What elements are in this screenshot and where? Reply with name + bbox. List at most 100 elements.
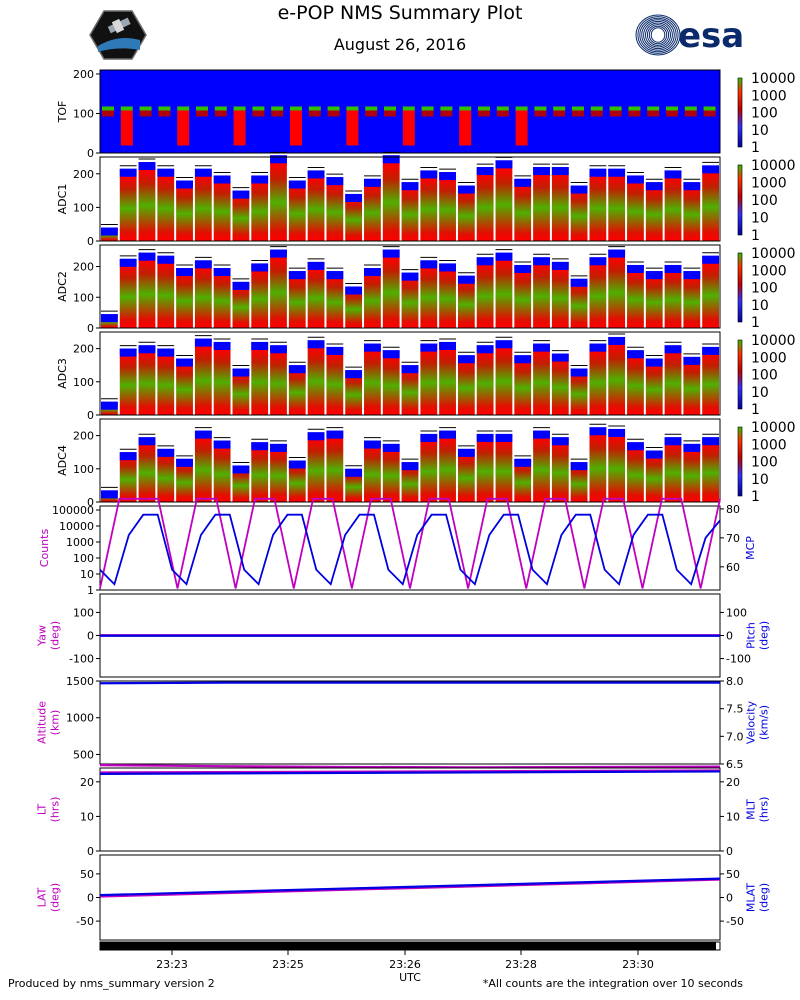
spectrogram-column-cap — [533, 343, 550, 352]
adc-y-tick-label: 200 — [73, 343, 94, 356]
spectrogram-column-cap — [627, 264, 644, 273]
spectrogram-column — [251, 175, 269, 241]
spectrogram-column — [288, 460, 306, 502]
counts-y-tick-label: 1000 — [66, 536, 94, 549]
spectrogram-column — [288, 180, 306, 241]
adc-panel-frame — [99, 331, 721, 416]
spectrogram-column — [288, 271, 306, 328]
spectrogram-column — [251, 341, 269, 415]
colorbar-tick-label: 10000 — [751, 246, 796, 262]
spectrogram-column-cap — [157, 448, 175, 457]
spectrogram-column — [176, 358, 193, 415]
spectrogram-column-cap — [194, 338, 212, 347]
spectrogram-column-cap — [608, 428, 626, 437]
counts-y-axis-label: Counts — [38, 529, 51, 568]
spectrogram-column — [589, 168, 607, 241]
spectrogram-column-cap — [702, 346, 719, 355]
tof-red-band — [703, 110, 716, 117]
spectrogram-column-cap — [138, 252, 156, 261]
tof-red-band — [515, 110, 528, 146]
spectrogram-column — [232, 190, 250, 241]
tof-red-band — [402, 110, 415, 146]
tof-red-band — [271, 110, 284, 117]
spectrogram-column-cap — [420, 170, 438, 179]
tof-red-band — [459, 110, 472, 146]
spectrogram-column-cap — [570, 278, 588, 287]
spectrogram-column-cap — [101, 401, 118, 410]
spectrogram-column — [213, 175, 231, 241]
spectrogram-column-cap — [176, 458, 193, 467]
spectrogram-column-cap — [570, 185, 588, 194]
line-panel-frame — [99, 854, 721, 941]
tof-red-band — [102, 110, 114, 117]
spectrogram-column-cap — [589, 257, 607, 266]
spectrogram-column — [570, 462, 588, 502]
page-title: e-POP NMS Summary Plot — [277, 2, 523, 24]
spectrogram-column-cap — [495, 340, 513, 349]
colorbar-tick-label: 1 — [751, 489, 760, 505]
counts-y-tick-label: 10 — [80, 568, 94, 581]
mcp-y-axis-label: MCP — [744, 536, 757, 560]
spectrogram-column — [138, 252, 156, 328]
spectrogram-column-cap — [551, 353, 569, 362]
spectrogram-column — [439, 172, 456, 241]
counts-y-tick-label: 1 — [87, 584, 94, 597]
colorbar — [737, 164, 743, 236]
spectrogram-column-cap — [457, 355, 475, 364]
spectrogram-column-cap — [326, 430, 344, 439]
tof-green-band — [515, 106, 528, 111]
counts-y-tick-label: 100000 — [52, 504, 94, 517]
spectrogram-column-cap — [232, 465, 250, 474]
left-y-tick-label: -50 — [76, 915, 94, 928]
colorbar-tick-label: 1 — [751, 315, 760, 331]
spectrogram-column-cap — [251, 341, 269, 350]
tof-green-band — [327, 106, 340, 111]
spectrogram-column-cap — [101, 227, 118, 236]
spectrogram-column — [194, 260, 212, 328]
spectrogram-column-cap — [702, 255, 719, 264]
colorbar — [737, 426, 743, 497]
right-y-axis-label: Velocity(km/s) — [745, 700, 771, 744]
spectrogram-column-cap — [307, 170, 325, 179]
spectrogram-column-cap — [270, 443, 287, 452]
adc-y-tick-label: 100 — [73, 291, 94, 304]
spectrogram-column-cap — [401, 365, 419, 374]
spectrogram-column-cap — [627, 175, 644, 184]
spectrogram-column — [514, 355, 532, 415]
counts-y-tick-label: 10000 — [59, 520, 94, 533]
spectrogram-column-cap — [251, 263, 269, 272]
adc-y-tick-label: 0 — [87, 409, 94, 422]
colorbar-tick-label: 1 — [751, 228, 760, 244]
spectrogram-column — [664, 264, 682, 328]
spectrogram-column — [627, 175, 644, 241]
spectrogram-column-cap — [664, 264, 682, 273]
time-coverage-bar — [100, 942, 716, 950]
spectrogram-column-cap — [138, 345, 156, 354]
spectrogram-column-cap — [683, 182, 701, 191]
spectrogram-column — [457, 185, 475, 241]
spectrogram-column-cap — [608, 168, 626, 177]
x-axis-label: UTC — [399, 971, 421, 984]
spectrogram-column — [194, 168, 212, 241]
tof-red-band — [572, 110, 584, 117]
tof-y-axis-label: TOF — [56, 101, 69, 124]
spectrogram-column-cap — [288, 180, 306, 189]
tof-red-band — [590, 110, 603, 117]
tof-green-band — [252, 106, 265, 111]
spectrogram-column-cap — [420, 433, 438, 442]
logo-earth — [98, 38, 140, 52]
spectrogram-column-cap — [608, 249, 626, 258]
adc-panel-frame — [99, 244, 721, 329]
spectrogram-column — [683, 443, 701, 502]
right-y-tick-label: 8.0 — [726, 675, 744, 688]
adc-y-axis-label: ADC3 — [56, 358, 69, 389]
spectrogram-column-cap — [627, 350, 644, 359]
spectrogram-column — [157, 255, 175, 328]
spectrogram-column-cap — [138, 437, 156, 446]
spectrogram-column — [364, 343, 381, 415]
esa-swirl-ring — [637, 16, 679, 54]
tof-green-band — [666, 106, 678, 111]
spectrogram-column-cap — [589, 427, 607, 436]
tof-green-band — [590, 106, 603, 111]
spectrogram-column-cap — [439, 430, 456, 439]
